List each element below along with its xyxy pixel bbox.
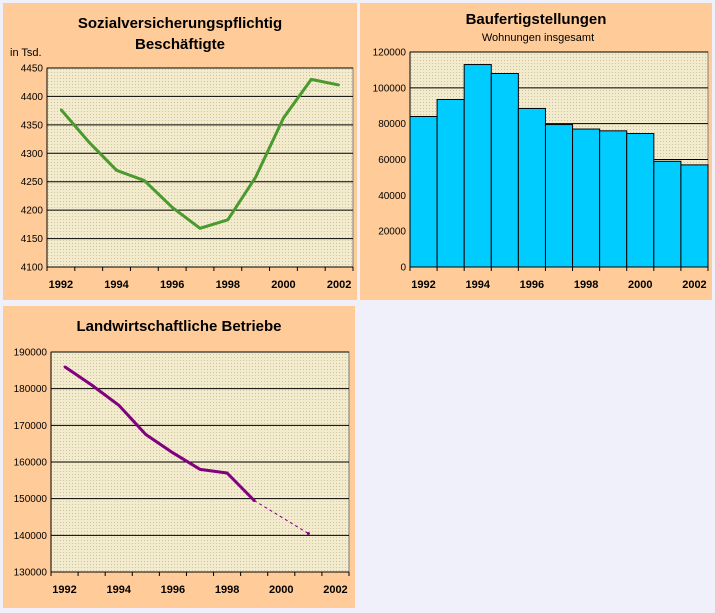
y-tick-label: 170000 <box>14 421 48 432</box>
data-point-1997 <box>199 468 201 471</box>
x-tick-label: 2000 <box>271 279 295 291</box>
y-tick-label: 4400 <box>21 92 44 103</box>
chart-panel-beschaeftigte: Sozialversicherungspflichtig Beschäftigte… <box>3 3 357 300</box>
bar-1993 <box>436 98 465 268</box>
y-tick-label: 100000 <box>373 83 407 94</box>
x-tick-label: 1996 <box>161 584 185 596</box>
y-tick-label: 0 <box>400 263 406 274</box>
y-tick-label: 60000 <box>378 155 406 166</box>
chart-baufertigstellungen: Baufertigstellungen Wohnungen insgesamt 0 2… <box>373 11 709 291</box>
data-point-1998 <box>226 472 229 474</box>
x-tick-label: 2000 <box>628 279 652 291</box>
bar-1999 <box>599 130 628 268</box>
data-point-1999 <box>252 499 256 502</box>
bar-1996 <box>517 107 546 268</box>
x-tick-label: 1998 <box>574 279 598 291</box>
y-tick-label: 160000 <box>14 458 48 469</box>
chart-panel-landwirtschaft: Landwirtschaftliche Betriebe 130000 140000… <box>3 306 355 608</box>
chart-panel-baufertigstellungen: Baufertigstellungen Wohnungen insgesamt 0 2… <box>360 3 712 300</box>
x-tick-label: 1992 <box>52 584 76 596</box>
y-axis-unit-label: in Tsd. <box>10 47 42 59</box>
y-tick-label: 4250 <box>21 177 44 188</box>
chart-beschaeftigte: Sozialversicherungspflichtig Beschäftigte… <box>10 15 354 291</box>
chart-title: Baufertigstellungen <box>466 11 607 28</box>
x-tick-label: 2000 <box>269 584 293 596</box>
bar-2002 <box>680 164 709 268</box>
y-tick-label: 4350 <box>21 120 44 131</box>
y-tick-label: 4200 <box>21 206 44 217</box>
data-point-1992 <box>63 365 66 368</box>
data-point-1993 <box>87 140 90 143</box>
data-point-1992 <box>59 108 62 111</box>
chart-subtitle: Wohnungen insgesamt <box>482 32 594 44</box>
y-tick-label: 80000 <box>378 119 406 130</box>
data-point-1999 <box>254 176 257 179</box>
x-tick-label: 2002 <box>327 279 351 291</box>
bar-1992 <box>409 116 438 268</box>
bar-1994 <box>463 64 492 268</box>
x-tick-label: 1994 <box>465 279 490 291</box>
series-line-main <box>63 365 256 502</box>
data-point-2000 <box>282 117 285 120</box>
x-tick-label: 1996 <box>160 279 184 291</box>
bar-2001 <box>653 160 682 268</box>
y-tick-label: 4450 <box>21 64 44 75</box>
y-tick-label: 180000 <box>14 384 48 395</box>
chart-title: Sozialversicherungspflichtig <box>78 15 282 32</box>
x-tick-label: 2002 <box>323 584 347 596</box>
y-tick-label: 130000 <box>14 568 48 579</box>
x-tick-label: 1992 <box>49 279 73 291</box>
plot-area <box>46 67 354 268</box>
bar-1995 <box>490 73 519 268</box>
x-tick-label: 1992 <box>411 279 435 291</box>
bar-1998 <box>572 128 601 268</box>
y-tick-label: 40000 <box>378 191 406 202</box>
data-point-1994 <box>117 404 120 407</box>
chart-landwirtschaft: Landwirtschaftliche Betriebe 130000 140000… <box>14 318 350 596</box>
data-point-1995 <box>143 179 146 182</box>
y-tick-label: 20000 <box>378 227 406 238</box>
y-tick-label: 4100 <box>21 263 44 274</box>
data-point-1996 <box>171 206 174 209</box>
x-tick-label: 1996 <box>520 279 544 291</box>
y-tick-label: 4150 <box>21 234 44 245</box>
data-point-1995 <box>144 433 147 436</box>
x-tick-label: 1998 <box>215 584 239 596</box>
y-tick-label: 4300 <box>21 149 44 160</box>
y-tick-label: 190000 <box>14 348 48 359</box>
data-point-1998 <box>226 218 229 221</box>
x-tick-label: 1994 <box>104 279 129 291</box>
data-point-2002 <box>338 84 341 87</box>
x-tick-label: 1994 <box>106 584 131 596</box>
bar-2000 <box>626 133 655 268</box>
y-tick-label: 120000 <box>373 48 407 59</box>
chart-title: Beschäftigte <box>135 36 225 53</box>
x-tick-label: 2002 <box>682 279 706 291</box>
bar-1997 <box>544 124 574 268</box>
data-point-1993 <box>90 384 93 386</box>
y-tick-label: 140000 <box>14 531 48 542</box>
data-point-1997 <box>199 227 201 230</box>
y-tick-label: 150000 <box>14 494 48 505</box>
series-line-projection <box>253 500 309 534</box>
x-tick-label: 1998 <box>216 279 240 291</box>
chart-title: Landwirtschaftliche Betriebe <box>76 318 281 335</box>
data-point-1996 <box>171 451 174 454</box>
data-point-1994 <box>115 169 118 172</box>
data-point-2001 <box>310 78 313 81</box>
data-point-2001 <box>306 532 310 535</box>
